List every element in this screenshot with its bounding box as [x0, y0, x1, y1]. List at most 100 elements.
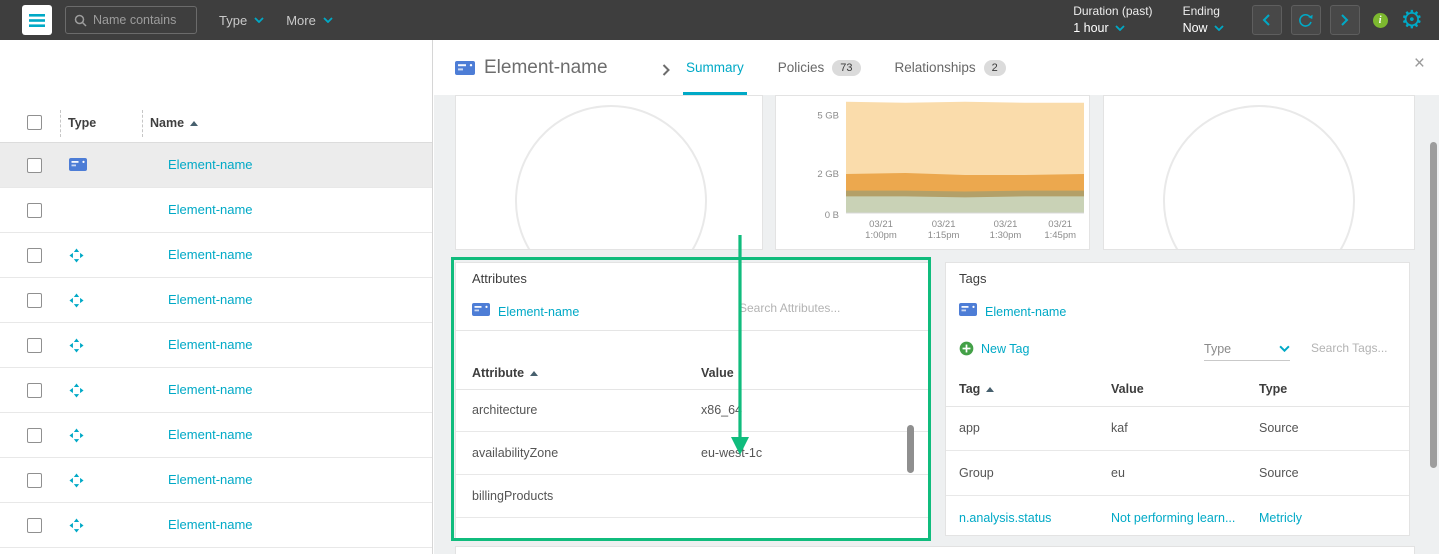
attribute-name: architecture: [472, 403, 538, 417]
attribute-column-header[interactable]: Attribute: [472, 366, 539, 380]
type-filter-label: Type: [219, 12, 248, 28]
duration-control[interactable]: Duration (past) 1 hour: [1073, 3, 1152, 36]
service-cluster-icon: [69, 428, 87, 444]
column-resize-handle[interactable]: [142, 110, 143, 137]
service-cluster-icon: [69, 518, 87, 534]
more-filter-dropdown[interactable]: More: [286, 13, 333, 28]
select-all-checkbox[interactable]: [27, 115, 42, 130]
tab-label: Summary: [686, 60, 744, 75]
row-checkbox[interactable]: [27, 473, 42, 488]
type-icon-empty: [69, 203, 87, 219]
element-list-row[interactable]: Element-name: [0, 548, 432, 554]
element-list-row[interactable]: Element-name: [0, 143, 432, 188]
type-column-header[interactable]: Type: [1259, 382, 1288, 396]
chevron-down-icon: [1213, 25, 1224, 32]
settings-gear-icon[interactable]: ⚙: [1400, 5, 1423, 34]
gauge-arc: [1163, 104, 1355, 249]
tab-summary[interactable]: Summary: [683, 40, 747, 95]
row-checkbox[interactable]: [27, 383, 42, 398]
tag-type[interactable]: Metricly: [1259, 511, 1303, 525]
element-name-link[interactable]: Element-name: [498, 305, 580, 319]
sort-ascending-icon: [986, 386, 995, 392]
element-name-link[interactable]: Element-name: [168, 292, 253, 307]
element-name-link[interactable]: Element-name: [168, 202, 253, 217]
tags-element-row[interactable]: Element-name: [959, 303, 1066, 321]
name-search-box[interactable]: [65, 6, 197, 34]
element-list-row[interactable]: Element-name: [0, 233, 432, 278]
tag-type-filter-label: Type: [1204, 341, 1232, 356]
row-checkbox[interactable]: [27, 248, 42, 263]
sort-ascending-icon: [530, 370, 539, 376]
list-header-row: Type Name: [0, 104, 432, 143]
column-resize-handle[interactable]: [60, 110, 61, 137]
detail-body: 5 GB 2 GB 0 B 03/21 1:00pm 03/21 1:15pm 03/21 1:…: [434, 95, 1439, 554]
tag-name[interactable]: n.analysis.status: [959, 511, 1052, 525]
tag-value[interactable]: Not performing learn...: [1111, 511, 1236, 525]
service-cluster-icon: [69, 248, 87, 264]
close-icon[interactable]: ×: [1413, 53, 1425, 74]
ending-control[interactable]: Ending Now: [1183, 3, 1224, 36]
detail-title: Element-name: [484, 57, 608, 78]
element-list-row[interactable]: Element-name: [0, 188, 432, 233]
element-name-link[interactable]: Element-name: [168, 517, 253, 532]
type-filter-dropdown[interactable]: Type: [219, 13, 264, 28]
gauge-card-left: [455, 95, 763, 250]
tab-label: Policies: [777, 60, 825, 75]
element-list-row[interactable]: Element-name: [0, 413, 432, 458]
element-list-row[interactable]: Element-name: [0, 278, 432, 323]
usage-chart-card: 5 GB 2 GB 0 B 03/21 1:00pm 03/21 1:15pm 03/21 1:…: [775, 95, 1090, 250]
type-column-header[interactable]: Type: [68, 116, 97, 130]
element-name-link[interactable]: Element-name: [168, 427, 253, 442]
next-card-edge: [455, 546, 1415, 554]
time-back-button[interactable]: [1251, 5, 1282, 35]
attributes-element-row[interactable]: Element-name: [472, 303, 579, 321]
service-cluster-icon: [69, 383, 87, 399]
element-list-row[interactable]: Element-name: [0, 368, 432, 413]
element-list-panel: Type Name Element-name Element-name Elemen…: [0, 40, 433, 554]
tag-type-filter-dropdown[interactable]: Type: [1204, 337, 1290, 361]
tab-relationships[interactable]: Relationships 2: [895, 40, 1006, 95]
chevron-left-icon: [1262, 14, 1270, 26]
tag-row[interactable]: n.analysis.status Not performing learn...…: [946, 496, 1409, 535]
element-name-link[interactable]: Element-name: [985, 305, 1067, 319]
row-checkbox[interactable]: [27, 293, 42, 308]
time-forward-button[interactable]: [1329, 5, 1360, 35]
element-name-link[interactable]: Element-name: [168, 337, 253, 352]
row-checkbox[interactable]: [27, 158, 42, 173]
row-checkbox[interactable]: [27, 203, 42, 218]
detail-header: Element-name Summary Policies 73 Relatio…: [434, 40, 1439, 95]
element-list: Element-name Element-name Element-name Elem…: [0, 143, 432, 554]
element-list-row[interactable]: Element-name: [0, 503, 432, 548]
breadcrumb-chevron-icon[interactable]: [662, 63, 670, 81]
new-tag-button[interactable]: New Tag: [959, 341, 1029, 356]
svg-text:0 B: 0 B: [825, 210, 839, 221]
element-name-link[interactable]: Element-name: [168, 472, 253, 487]
svg-text:1:15pm: 1:15pm: [928, 230, 960, 241]
hamburger-menu-button[interactable]: [22, 5, 52, 35]
element-list-row[interactable]: Element-name: [0, 323, 432, 368]
value-column-header[interactable]: Value: [701, 366, 734, 380]
name-column-header[interactable]: Name: [150, 116, 199, 130]
element-name-link[interactable]: Element-name: [168, 382, 253, 397]
gauge-card-right: [1103, 95, 1415, 250]
element-list-row[interactable]: Element-name: [0, 458, 432, 503]
search-attributes-input[interactable]: [739, 301, 914, 315]
info-icon[interactable]: i: [1372, 12, 1388, 28]
tab-policies[interactable]: Policies 73: [778, 40, 861, 95]
element-name-link[interactable]: Element-name: [168, 157, 253, 172]
search-tags-input[interactable]: [1311, 341, 1399, 355]
vertical-scrollbar[interactable]: [1430, 142, 1437, 468]
row-checkbox[interactable]: [27, 428, 42, 443]
policies-count-badge: 73: [832, 59, 861, 76]
row-checkbox[interactable]: [27, 518, 42, 533]
search-icon: [74, 14, 87, 27]
svg-text:5 GB: 5 GB: [817, 111, 839, 122]
tag-column-header[interactable]: Tag: [959, 382, 995, 396]
refresh-button[interactable]: [1290, 5, 1321, 35]
device-icon: [69, 158, 87, 174]
element-name-link[interactable]: Element-name: [168, 247, 253, 262]
row-checkbox[interactable]: [27, 338, 42, 353]
value-column-header[interactable]: Value: [1111, 382, 1144, 396]
attributes-scrollbar[interactable]: [907, 425, 914, 473]
name-search-input[interactable]: [93, 13, 188, 27]
